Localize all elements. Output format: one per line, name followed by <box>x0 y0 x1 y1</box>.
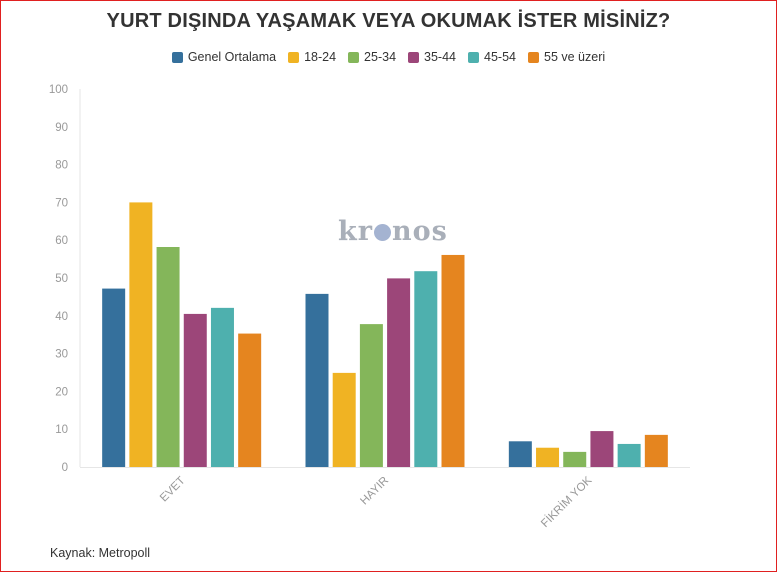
y-tick-label: 40 <box>55 311 68 323</box>
y-tick-label: 10 <box>55 424 68 436</box>
legend-swatch <box>348 51 360 63</box>
bar <box>156 247 180 467</box>
bar <box>129 202 153 467</box>
kronos-logo: kr nos <box>338 216 448 247</box>
legend-label: 35-44 <box>424 50 457 64</box>
y-tick-label: 80 <box>55 160 68 172</box>
bar <box>238 333 262 467</box>
legend-swatch <box>408 51 420 63</box>
legend-item[interactable]: 35-44 <box>408 50 456 64</box>
legend: Genel Ortalama 18-24 25-34 35-44 45-54 55 ve … <box>0 50 777 64</box>
bar <box>617 443 641 467</box>
source-note: Kaynak: Metropoll <box>50 546 151 560</box>
legend-item[interactable]: 45-54 <box>468 50 516 64</box>
kronos-logo-dot <box>373 224 391 241</box>
chart-title: YURT DIŞINDA YAŞAMAK VEYA OKUMAK İSTER M… <box>106 10 671 32</box>
bar <box>536 447 560 467</box>
y-tick-label: 90 <box>55 122 68 134</box>
x-tick-label: FİKRİM YOK <box>538 474 594 530</box>
bar <box>332 372 356 467</box>
kronos-logo-prefix: kr <box>338 216 373 247</box>
x-axis: EVET HAYIR FİKRİM YOK <box>80 467 690 530</box>
bar <box>359 324 383 467</box>
y-tick-label: 100 <box>49 84 68 96</box>
bar <box>441 254 465 467</box>
legend-item[interactable]: Genel Ortalama <box>171 50 277 64</box>
legend-swatch <box>288 51 300 63</box>
bar <box>305 293 329 467</box>
legend-label: 55 ve üzeri <box>544 50 606 64</box>
legend-item[interactable]: 25-34 <box>348 50 396 64</box>
bar <box>590 431 614 467</box>
legend-label: 18-24 <box>304 50 337 64</box>
y-tick-label: 50 <box>55 273 68 285</box>
legend-item[interactable]: 18-24 <box>288 50 336 64</box>
legend-swatch <box>171 51 183 63</box>
y-tick-label: 20 <box>55 386 68 398</box>
bar <box>508 441 532 467</box>
legend-swatch <box>528 51 539 63</box>
y-tick-label: 70 <box>55 197 68 209</box>
bar <box>644 434 668 467</box>
bar <box>183 313 207 467</box>
y-tick-label: 60 <box>55 235 68 247</box>
bar <box>210 307 234 467</box>
legend-swatch <box>468 51 480 63</box>
x-tick-label: HAYIR <box>358 475 391 508</box>
legend-label: Genel Ortalama <box>187 50 277 64</box>
legend-label: 45-54 <box>484 50 516 64</box>
bar <box>414 271 438 467</box>
legend-label: 25-34 <box>364 50 397 64</box>
legend-item[interactable]: 55 ve üzeri <box>528 50 605 64</box>
x-tick-label: EVET <box>158 475 188 505</box>
y-tick-label: 30 <box>55 349 68 361</box>
kronos-logo-suffix: nos <box>391 216 448 247</box>
bar <box>387 278 411 467</box>
bars <box>102 202 668 467</box>
y-tick-label: 0 <box>62 462 68 474</box>
bar <box>563 451 587 467</box>
y-axis: 0 10 20 30 40 50 60 70 80 90 100 <box>49 84 81 474</box>
bar <box>102 288 126 467</box>
